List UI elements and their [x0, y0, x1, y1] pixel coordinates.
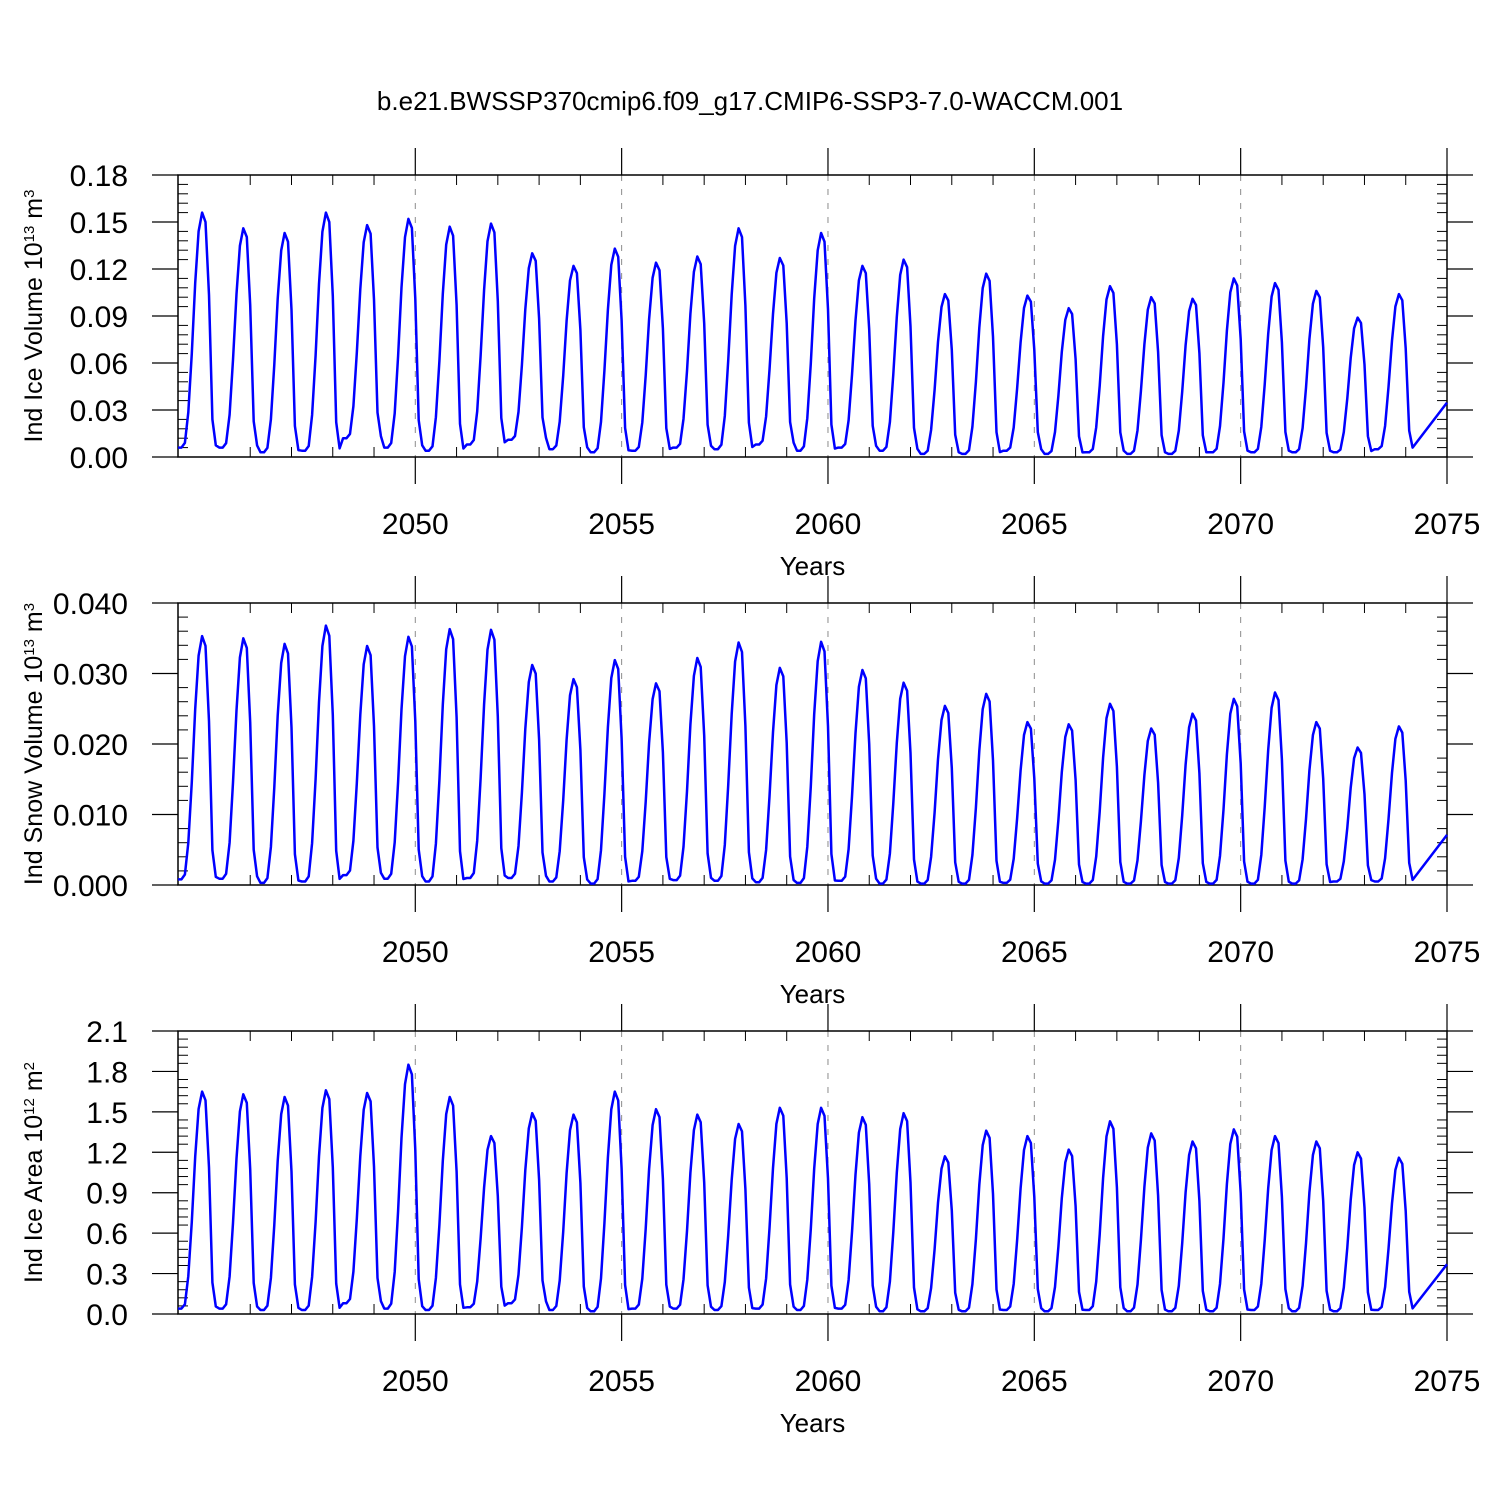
series-line — [178, 1063, 1448, 1313]
panel-2: 0.000 0.010 0.020 0.030 0.040 2050 2055 2060 206… — [20, 576, 1480, 1009]
x-tick-label: 2070 — [1207, 1365, 1274, 1398]
x-tick-label: 2055 — [588, 508, 655, 541]
y-tick-label: 1.8 — [86, 1056, 128, 1089]
y-tick-label: 0.09 — [70, 301, 128, 334]
y-tick-label: 0.010 — [53, 800, 128, 833]
x-tick-label: 2065 — [1001, 1365, 1068, 1398]
series-line — [178, 211, 1448, 456]
x-tick-label: 2075 — [1414, 1365, 1481, 1398]
plot-frame — [177, 174, 1448, 458]
x-tick-label: 2050 — [382, 936, 449, 969]
x-tick-label: 2065 — [1001, 508, 1068, 541]
x-axis-label: Years — [780, 551, 846, 581]
plot-frame — [177, 602, 1448, 886]
y-axis-label: Ind Snow Volume 1013 m3 — [20, 603, 48, 885]
x-axis-label: Years — [780, 1408, 846, 1438]
y-tick-label: 0.040 — [53, 588, 128, 621]
y-tick-label: 0.000 — [53, 870, 128, 903]
chart-panels: 0.00 0.03 0.06 0.09 0.12 0.15 0.18 2050 2055 2060… — [20, 148, 1480, 1438]
y-tick-label: 0.15 — [70, 207, 128, 240]
x-tick-label: 2070 — [1207, 936, 1274, 969]
panel-1: 0.00 0.03 0.06 0.09 0.12 0.15 0.18 2050 2055 2060… — [20, 148, 1480, 581]
x-tick-label: 2050 — [382, 508, 449, 541]
y-tick-label: 0.030 — [53, 659, 128, 692]
x-tick-label: 2065 — [1001, 936, 1068, 969]
y-tick-label: 0.00 — [70, 442, 128, 475]
series-line — [178, 624, 1448, 885]
y-axis-label: Ind Ice Area 1012 m2 — [20, 1062, 48, 1283]
y-tick-label: 0.3 — [86, 1259, 128, 1292]
figure-title: b.e21.BWSSP370cmip6.f09_g17.CMIP6-SSP3-7… — [377, 86, 1123, 116]
x-tick-label: 2070 — [1207, 508, 1274, 541]
y-tick-label: 0.020 — [53, 729, 128, 762]
y-tick-label: 0.9 — [86, 1178, 128, 1211]
y-tick-label: 0.03 — [70, 395, 128, 428]
panel-3: 0.0 0.3 0.6 0.9 1.2 1.5 1.8 2.1 2050 2055 2060 2065… — [20, 1004, 1480, 1438]
x-tick-label: 2060 — [795, 508, 862, 541]
y-tick-label: 1.5 — [86, 1097, 128, 1130]
y-tick-label: 0.6 — [86, 1218, 128, 1251]
y-tick-label: 0.18 — [70, 160, 128, 193]
y-tick-label: 0.12 — [70, 254, 128, 287]
y-tick-label: 1.2 — [86, 1137, 128, 1170]
x-axis-label: Years — [780, 979, 846, 1009]
x-tick-label: 2055 — [588, 1365, 655, 1398]
x-tick-label: 2075 — [1414, 508, 1481, 541]
plot-frame — [177, 1030, 1448, 1315]
y-tick-label: 0.0 — [86, 1299, 128, 1332]
y-axis-label: Ind Ice Volume 1013 m3 — [20, 190, 48, 443]
x-tick-label: 2060 — [795, 1365, 862, 1398]
x-tick-label: 2055 — [588, 936, 655, 969]
y-tick-label: 0.06 — [70, 348, 128, 381]
x-tick-label: 2050 — [382, 1365, 449, 1398]
x-tick-label: 2075 — [1414, 936, 1481, 969]
x-tick-label: 2060 — [795, 936, 862, 969]
y-tick-label: 2.1 — [86, 1016, 128, 1049]
